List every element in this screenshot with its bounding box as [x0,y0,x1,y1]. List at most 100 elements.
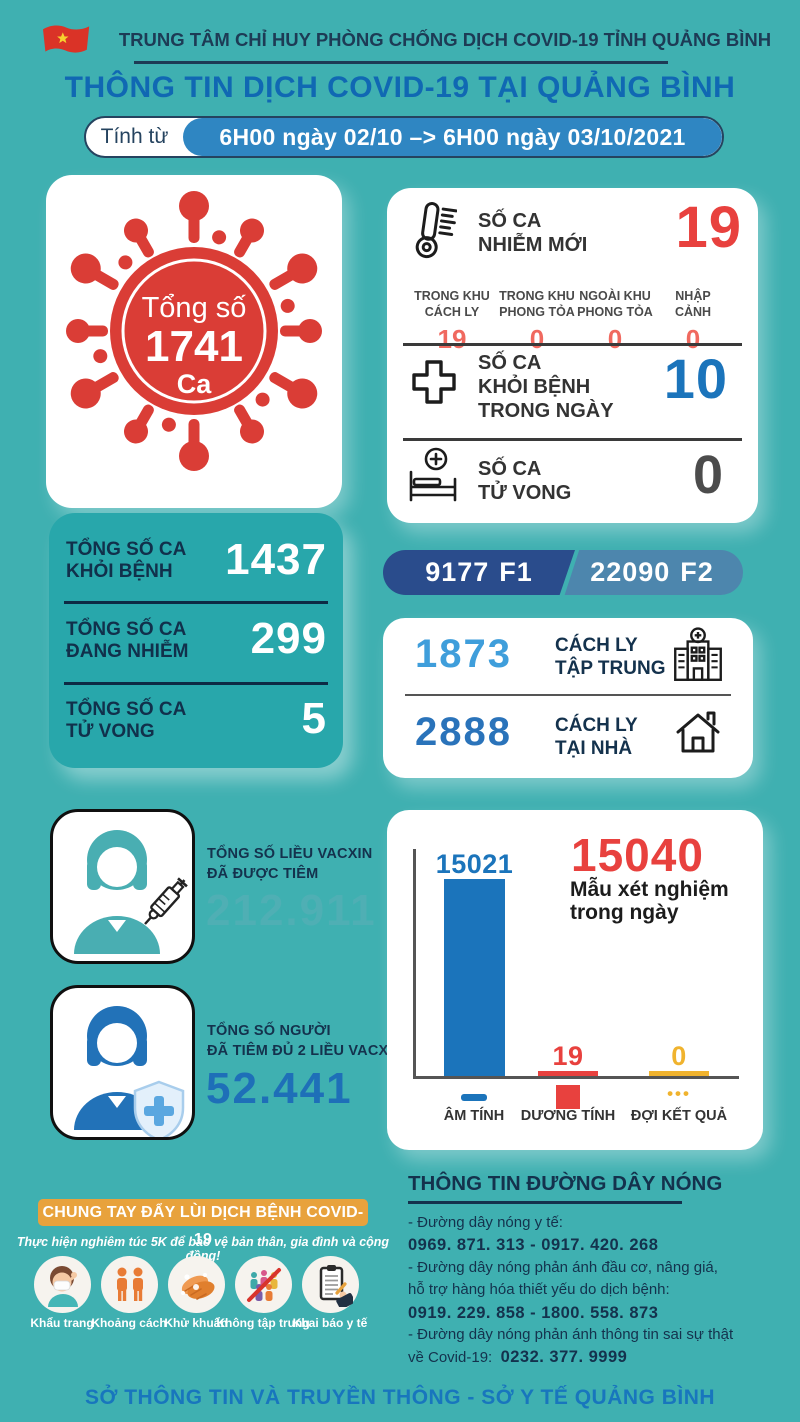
positive-symbol [556,1085,580,1109]
breakdown-cell: TRONG KHU CÁCH LY 19 [408,288,496,355]
health-declaration-icon [319,1264,353,1307]
virus-icon: Tổng số 1741 Ca [66,191,322,471]
hotline-number: 0919. 229. 858 - 1800. 558. 873 [408,1303,659,1322]
vaccine-doses-value: 212.911 [206,886,377,935]
distance-icon [116,1267,143,1301]
centralized-quarantine-label: CÁCH LY TẬP TRUNG [555,635,666,679]
5k-item-disinfect [168,1256,225,1313]
total-cases-label: Tổng số [142,292,247,324]
vaccine-full-value: 52.441 [206,1064,353,1113]
divider [405,694,731,696]
total-cases-value: 1741 [145,322,243,371]
org-underline [134,61,668,64]
5k-banner: CHUNG TAY ĐẨY LÙI DỊCH BỆNH COVID-19 [38,1199,368,1248]
cumulative-totals-box: TỔNG SỐ CA KHỎI BỆNH 1437 TỔNG SỐ CA ĐANG … [49,513,343,768]
divider [64,682,328,685]
bar-column-pending: 0 [649,830,709,1076]
hospital-building-icon [674,627,722,681]
bar-value-label: 15021 [435,849,514,879]
vaccine-full-box [50,985,195,1142]
hotline-number: 0232. 377. 9999 [500,1348,628,1367]
total-cases-card: Tổng số 1741 Ca [46,175,342,508]
category-label-positive: DƯƠNG TÍNH [520,1108,616,1124]
5k-item-mask [34,1256,91,1313]
breakdown-value: 19 [437,324,467,354]
5k-label-no-gathering: Không tập trung [216,1316,310,1330]
hotline-underline [408,1201,682,1204]
bar-negative [444,879,505,1076]
divider [64,601,328,604]
breakdown-cell: NHẬP CẢNH 0 [649,288,737,355]
vaccine-full-label-2: ĐÃ TIÊM ĐỦ 2 LIỀU VACXIN [207,1043,404,1059]
total-deaths-value: 5 [301,694,327,743]
bar-value-label: 0 [671,1041,687,1071]
nurse-syringe-icon [74,830,188,954]
vietnam-flag-icon [43,25,90,53]
face-mask-icon [47,1265,78,1307]
bar-value-label: 19 [552,1041,584,1071]
hotline-line: - Đường dây nóng y tế: [408,1214,563,1231]
f2-value: 22090 [590,557,671,587]
hospital-bed-icon [409,447,457,502]
hotline-line: hỗ trợ hàng hóa thiết yếu do dịch bệnh: [408,1281,670,1299]
new-cases-label-1: SỐ CA [478,210,542,232]
daily-stats-card: SỐ CA NHIỄM MỚI 19 TRONG KHU CÁCH LY 19 T… [387,188,758,523]
recovered-value: 10 [663,347,728,410]
5k-label-disinfect: Khử khuẩn [164,1316,228,1330]
5k-item-distance [101,1256,158,1313]
f2-segment: 22090 F2 [564,550,743,595]
vaccine-doses-box [50,809,195,964]
breakdown-cell: TRONG KHU PHONG TỎA 0 [493,288,581,355]
vaccine-doses-label-2: ĐÃ ĐƯỢC TIÊM [207,866,319,882]
total-deaths-label: TỔNG SỐ CA TỬ VONG [66,699,187,742]
recovered-label-2: KHỎI BỆNH [478,376,591,398]
total-cases-unit: Ca [177,369,212,399]
divider [403,438,742,441]
5k-item-no-gathering [235,1256,292,1313]
deaths-label-1: SỐ CA [478,458,542,480]
total-active-value: 299 [250,614,327,663]
category-label-pending: ĐỢI KẾT QUẢ [630,1108,728,1124]
divider [403,343,742,346]
breakdown-value: 0 [529,324,545,354]
bar-pending [649,1071,709,1076]
deaths-label-2: TỬ VONG [478,482,572,504]
vaccine-full-label-1: TỔNG SỐ NGƯỜI [207,1023,331,1039]
chart-title-line-1: Mẫu xét nghiệm [570,878,729,901]
f1-segment: 9177 F1 [383,550,575,595]
5k-item-declaration [302,1256,359,1313]
contacts-banner: 9177 F1 22090 F2 [383,550,743,595]
5k-label-mask: Khẩu trang [30,1316,94,1330]
centralized-quarantine-value: 1873 [415,632,512,676]
hotline-line: - Đường dây nóng phản ánh đầu cơ, nâng g… [408,1258,718,1276]
hotline-title: THÔNG TIN ĐƯỜNG DÂY NÓNG [408,1172,723,1195]
total-active-label: TỔNG SỐ CA ĐANG NHIỄM [66,619,189,662]
bar-positive [538,1071,598,1076]
home-quarantine-value: 2888 [415,710,512,754]
deaths-value: 0 [692,445,724,505]
test-results-chart-card: 15040 Mẫu xét nghiệm trong ngày 15021 19… [387,810,763,1150]
hotline-line: - Đường dây nóng phản ánh thông tin sai … [408,1326,734,1344]
no-gathering-icon [246,1267,281,1302]
5k-label-declaration: Khai báo y tế [292,1316,368,1330]
f1-value: 9177 [425,557,490,587]
hotline-number: 0969. 871. 313 - 0917. 420. 268 [408,1236,659,1255]
period-label: Tính từ [100,125,169,148]
breakdown-value: 0 [607,324,623,354]
bar-column-positive: 19 [538,830,598,1076]
new-cases-value: 19 [675,195,742,260]
home-icon [676,711,720,753]
f2-label: F2 [680,557,714,587]
f1-label: F1 [499,557,533,587]
recovered-label-1: SỐ CA [478,352,542,374]
recovered-label-3: TRONG NGÀY [478,400,614,422]
page-title: THÔNG TIN DỊCH COVID-19 TẠI QUẢNG BÌNH [64,71,736,104]
breakdown-value: 0 [685,324,701,354]
hand-washing-icon [180,1272,215,1300]
vaccine-doses-label-1: TỔNG SỐ LIỀU VACXIN [207,846,373,862]
x-axis [413,1076,739,1079]
5k-label-distance: Khoảng cách [91,1316,167,1330]
chart-title-line-2: trong ngày [570,901,679,924]
bar-column-negative: 15021 [436,830,513,1076]
